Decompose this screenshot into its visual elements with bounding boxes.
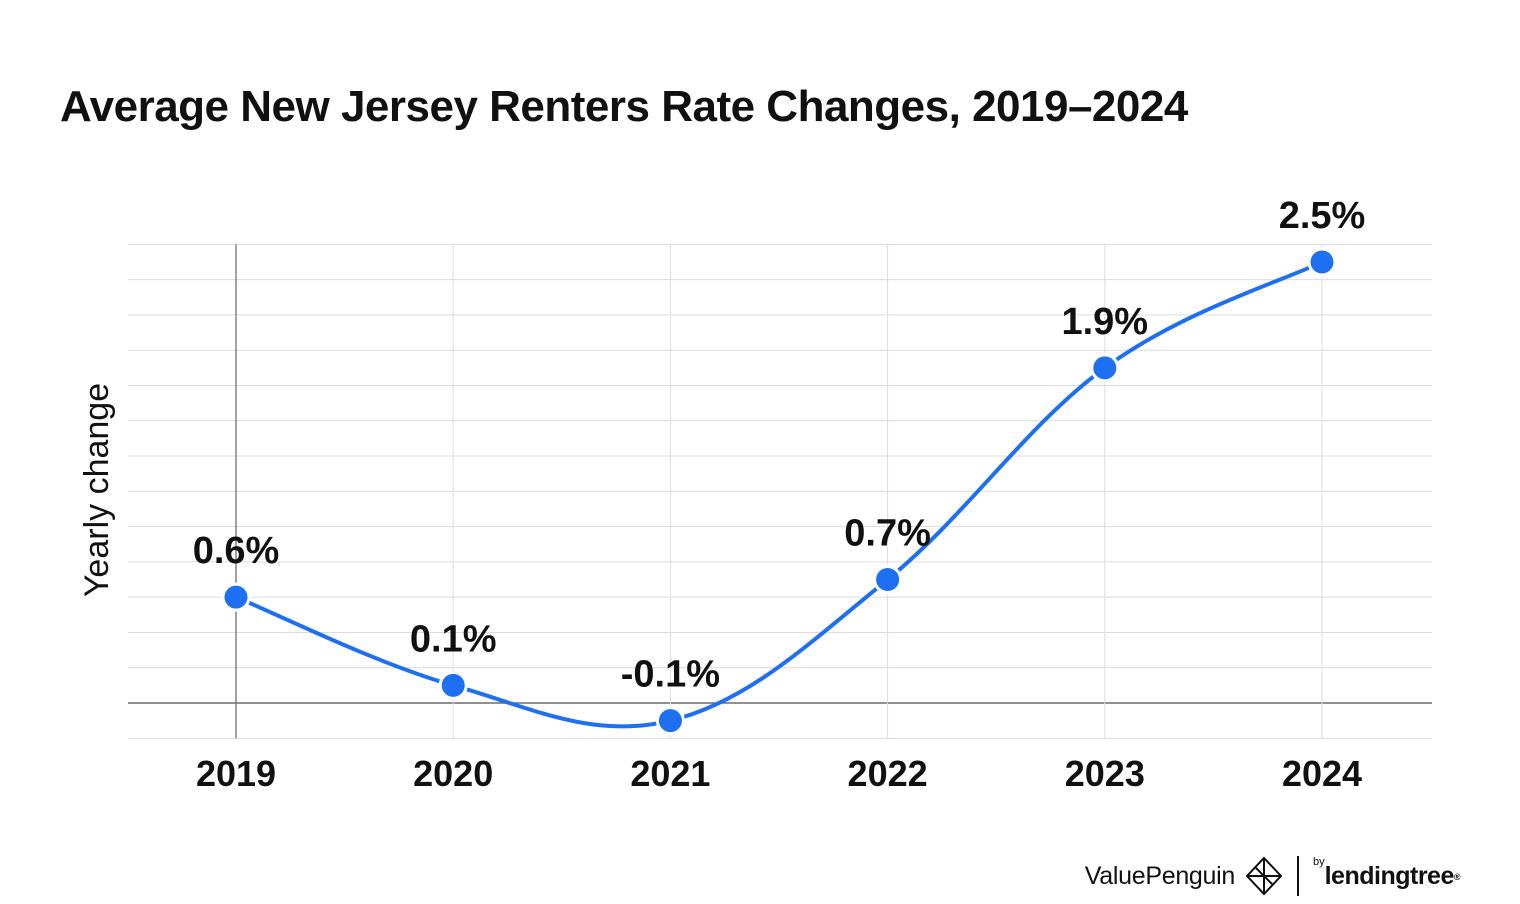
data-point-2024 — [1307, 247, 1337, 277]
data-label-2021: -0.1% — [621, 654, 720, 696]
data-point-2019 — [221, 582, 251, 612]
x-tick-labels: 2019 2020 2021 2022 2023 2024 — [196, 753, 1362, 794]
x-tick-2020: 2020 — [413, 753, 493, 794]
series-line — [234, 260, 1324, 729]
x-tick-2023: 2023 — [1065, 753, 1145, 794]
x-tick-2019: 2019 — [196, 753, 276, 794]
data-label-2019: 0.6% — [193, 530, 280, 572]
registered-mark: ® — [1453, 871, 1461, 882]
partner-prefix: by — [1312, 856, 1325, 868]
x-tick-2021: 2021 — [630, 753, 710, 794]
data-label-2020: 0.1% — [410, 618, 497, 660]
x-tick-2022: 2022 — [848, 753, 928, 794]
valuepenguin-logo-icon — [1245, 856, 1283, 896]
horizontal-gridlines — [128, 243, 1432, 739]
x-tick-2024: 2024 — [1282, 753, 1362, 794]
brand-footer: ValuePenguin by lendingtree® — [1084, 856, 1461, 896]
lendingtree-wordmark: lendingtree® — [1324, 861, 1461, 891]
valuepenguin-wordmark: ValuePenguin — [1084, 861, 1236, 890]
data-point-2022 — [873, 565, 903, 595]
data-labels: 0.6% 0.1% -0.1% 0.7% 1.9% 2.5% — [193, 195, 1366, 696]
brand-divider — [1296, 856, 1299, 896]
data-point-2021 — [655, 706, 685, 736]
data-point-2023 — [1090, 353, 1120, 383]
data-label-2024: 2.5% — [1279, 195, 1366, 237]
data-label-2023: 1.9% — [1061, 301, 1148, 343]
data-points — [221, 247, 1337, 736]
data-label-2022: 0.7% — [844, 513, 931, 555]
lendingtree-name: lendingtree — [1324, 861, 1455, 890]
data-point-2020 — [438, 670, 468, 700]
chart-title: Average New Jersey Renters Rate Changes,… — [60, 82, 1188, 131]
y-axis-label: Yearly change — [78, 383, 116, 597]
vertical-gridlines — [235, 244, 1323, 739]
